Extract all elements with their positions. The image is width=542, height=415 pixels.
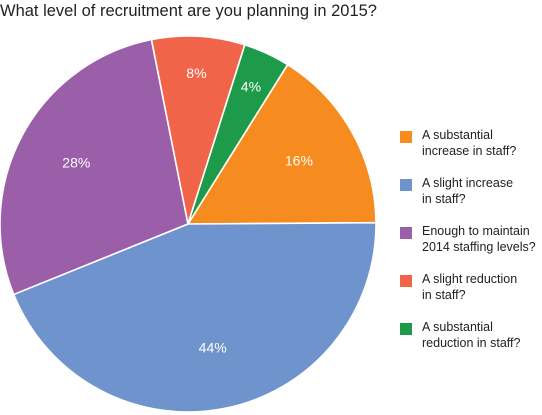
slice-percent-label: 8% xyxy=(186,65,206,81)
legend-swatch xyxy=(400,179,412,191)
legend-label: Enough to maintain 2014 staffing levels? xyxy=(422,224,536,254)
legend-label: A slight increase in staff? xyxy=(422,176,514,206)
legend-swatch xyxy=(400,227,412,239)
legend-label: A slight reduction in staff? xyxy=(422,272,518,302)
legend-swatch xyxy=(400,323,412,335)
pie-slice xyxy=(12,221,377,413)
legend-swatch xyxy=(400,131,412,143)
pie-slice xyxy=(186,63,377,225)
legend: A substantial increase in staff? A slight… xyxy=(400,127,542,367)
legend-label: A substantial increase in staff? xyxy=(422,128,517,158)
legend-item: A slight increase in staff? xyxy=(400,175,542,223)
pie-slice xyxy=(0,38,189,296)
legend-swatch xyxy=(400,275,412,287)
legend-item: A substantial reduction in staff? xyxy=(400,319,542,367)
legend-item: A slight reduction in staff? xyxy=(400,271,542,319)
slice-percent-label: 28% xyxy=(62,154,90,170)
legend-label: A substantial reduction in staff? xyxy=(422,320,521,350)
slice-percent-label: 16% xyxy=(285,153,313,169)
chart-title: What level of recruitment are you planni… xyxy=(0,2,377,20)
legend-item: A substantial increase in staff? xyxy=(400,127,542,175)
slice-percent-label: 4% xyxy=(241,79,261,95)
pie-slice xyxy=(187,43,289,225)
pie-slice xyxy=(150,35,246,225)
slice-percent-label: 44% xyxy=(199,339,227,355)
legend-item: Enough to maintain 2014 staffing levels? xyxy=(400,223,542,271)
